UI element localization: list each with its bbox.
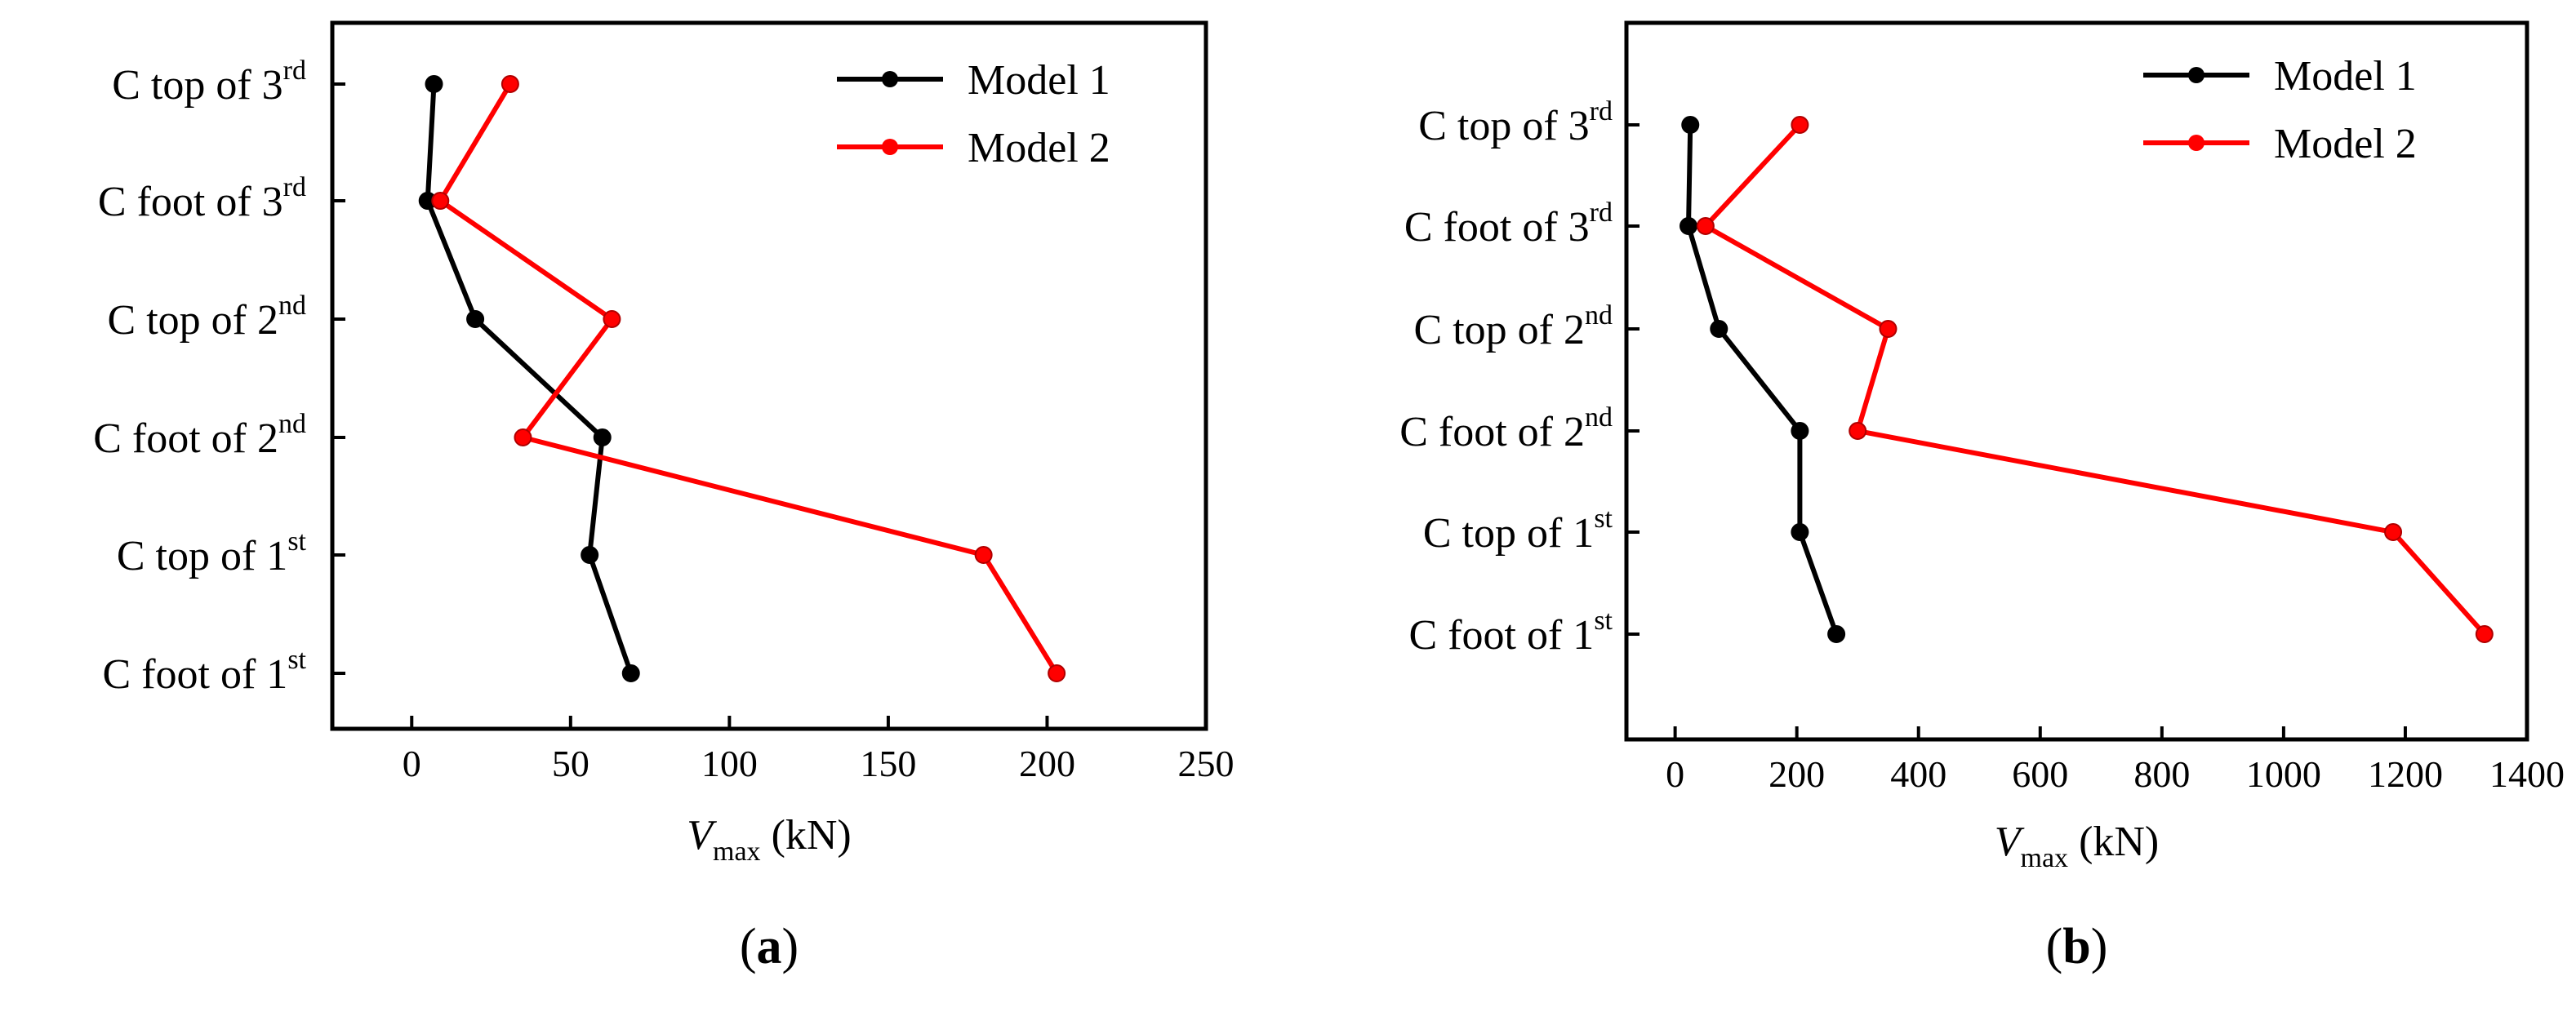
x-tick-label: 200 [1019, 743, 1075, 784]
data-point-model-2 [603, 310, 621, 328]
x-tick-label: 250 [1178, 743, 1235, 784]
data-point-model-2 [2384, 523, 2403, 541]
category-label: C top of 3rd [1418, 96, 1613, 149]
data-point-model-1 [1680, 217, 1698, 235]
data-point-model-1 [1827, 625, 1846, 643]
x-tick-label: 1400 [2489, 753, 2565, 795]
x-tick-label: 50 [552, 743, 589, 784]
data-point-model-2 [974, 546, 993, 564]
x-tick-label: 800 [2133, 753, 2190, 795]
x-tick-label: 0 [403, 743, 421, 784]
data-point-model-2 [2475, 625, 2494, 643]
category-label: C top of 1st [1423, 504, 1613, 557]
category-label: C foot of 3rd [98, 172, 306, 225]
x-axis-title: Vmax (kN) [1995, 819, 2160, 873]
legend-label: Model 2 [968, 125, 1110, 171]
data-point-model-2 [1048, 664, 1066, 682]
data-point-model-2 [1849, 422, 1867, 440]
plot-frame [330, 20, 1208, 731]
panel-a: 0 50 100 150 200 250 C top of 3rd C foot of 3rd… [93, 20, 1235, 974]
data-point-model-1 [1710, 320, 1728, 338]
x-axis-title: Vmax (kN) [687, 812, 852, 867]
panel-label: (b) [2046, 919, 2108, 974]
data-point-model-1 [1791, 422, 1809, 440]
category-label: C top of 2nd [1414, 300, 1613, 353]
category-label: C foot of 3rd [1404, 198, 1613, 251]
x-tick-label: 600 [2012, 753, 2068, 795]
x-tick-label: 1000 [2246, 753, 2321, 795]
x-tick-label: 100 [701, 743, 758, 784]
category-label: C top of 3rd [112, 55, 306, 109]
legend-marker [2188, 135, 2205, 151]
legend-label: Model 1 [968, 57, 1110, 104]
data-point-model-2 [514, 428, 532, 446]
data-point-model-1 [593, 428, 612, 446]
legend-label: Model 1 [2274, 53, 2417, 100]
x-tick-label: 150 [860, 743, 916, 784]
panel-b: 0 200 400 600 800 1000 1200 1400 C top of 3rd C f… [1399, 20, 2565, 974]
data-point-model-2 [431, 192, 450, 210]
series-line-model-2 [437, 82, 1059, 675]
series-line-model-1 [1686, 124, 1839, 636]
data-point-model-2 [1696, 217, 1715, 235]
category-label: C foot of 2nd [1399, 402, 1613, 455]
data-point-model-1 [466, 310, 485, 328]
category-label: C foot of 1st [1409, 606, 1613, 659]
legend-marker [882, 139, 898, 155]
data-point-model-2 [501, 75, 519, 93]
x-tick-label: 1200 [2368, 753, 2443, 795]
plot-frame [1624, 20, 2529, 742]
category-label: C foot of 2nd [93, 409, 306, 462]
series-line-model-2 [1702, 122, 2487, 636]
category-label: C top of 1st [117, 526, 307, 579]
x-tick-label: 400 [1890, 753, 1946, 795]
legend-marker [882, 71, 898, 87]
data-point-model-1 [1681, 116, 1700, 134]
data-point-model-1 [581, 546, 599, 564]
category-label: C top of 2nd [108, 291, 306, 344]
data-point-model-1 [425, 75, 443, 93]
legend-label: Model 2 [2274, 121, 2417, 167]
data-point-model-1 [621, 664, 640, 682]
series-line-model-1 [425, 83, 634, 674]
x-tick-label: 0 [1666, 753, 1684, 795]
data-point-model-2 [1791, 116, 1809, 134]
x-tick-label: 200 [1768, 753, 1825, 795]
data-point-model-1 [1791, 523, 1809, 541]
category-label: C foot of 1st [103, 645, 307, 698]
data-point-model-2 [1879, 320, 1898, 338]
panel-label: (a) [740, 919, 799, 974]
legend-marker [2188, 67, 2205, 83]
